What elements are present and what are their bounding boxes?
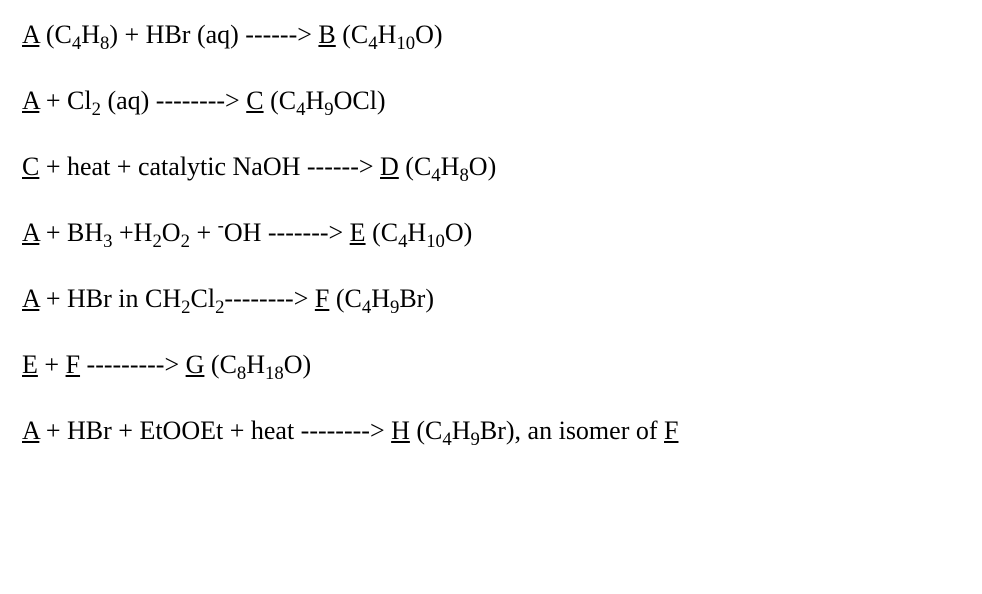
equation-6-part-5: (C — [204, 350, 237, 379]
equation-7: A + HBr + EtOOEt + heat --------> H (C4H… — [22, 416, 960, 446]
equations-list: A (C4H8) + HBr (aq) ------> B (C4H10O)A … — [22, 20, 960, 446]
equation-6-part-2: F — [66, 350, 80, 379]
equation-4-part-7: + — [190, 218, 218, 247]
equation-7-part-5: H — [452, 416, 471, 445]
equation-3-part-0: C — [22, 152, 39, 181]
equation-7-part-1: + HBr + EtOOEt + heat --------> — [39, 416, 391, 445]
equation-1-part-2: 4 — [72, 33, 81, 54]
equation-6-part-8: 18 — [265, 363, 284, 384]
equation-5-part-6: F — [315, 284, 329, 313]
equation-6-part-9: O) — [284, 350, 311, 379]
equation-7-part-8: F — [664, 416, 678, 445]
equation-1-part-6: B — [318, 20, 335, 49]
equation-4-part-9: OH -------> — [224, 218, 350, 247]
equation-7-part-3: (C — [410, 416, 443, 445]
equation-7-part-2: H — [391, 416, 410, 445]
equation-4-part-13: H — [407, 218, 426, 247]
equation-3-part-4: 4 — [431, 165, 440, 186]
equation-1-part-8: 4 — [368, 33, 377, 54]
equation-5-part-9: H — [371, 284, 390, 313]
equation-7-part-7: Br), an isomer of — [480, 416, 664, 445]
equation-6-part-6: 8 — [237, 363, 246, 384]
equation-5-part-11: Br) — [399, 284, 434, 313]
equation-3-part-5: H — [441, 152, 460, 181]
equation-5-part-3: Cl — [190, 284, 215, 313]
equation-1-part-10: 10 — [396, 33, 415, 54]
equation-3: C + heat + catalytic NaOH ------> D (C4H… — [22, 152, 960, 182]
equation-7-part-6: 9 — [471, 429, 480, 450]
equation-7-part-0: A — [22, 416, 39, 445]
equation-3-part-1: + heat + catalytic NaOH ------> — [39, 152, 380, 181]
equation-3-part-2: D — [380, 152, 399, 181]
equation-2-part-7: H — [305, 86, 324, 115]
equation-5-part-10: 9 — [390, 297, 399, 318]
equation-4-part-3: +H — [112, 218, 152, 247]
equation-7-part-4: 4 — [442, 429, 451, 450]
equation-5-part-1: + HBr in CH — [39, 284, 181, 313]
equation-1-part-0: A — [22, 20, 39, 49]
equation-4: A + BH3 +H2O2 + -OH -------> E (C4H10O) — [22, 218, 960, 248]
equation-2-part-1: + Cl — [39, 86, 91, 115]
equation-6-part-1: + — [38, 350, 66, 379]
equation-2: A + Cl2 (aq) --------> C (C4H9OCl) — [22, 86, 960, 116]
equation-2-part-8: 9 — [324, 99, 333, 120]
equation-5-part-5: --------> — [224, 284, 314, 313]
equation-5-part-8: 4 — [362, 297, 371, 318]
equation-6-part-3: ---------> — [80, 350, 186, 379]
equation-1-part-5: ) + HBr (aq) ------> — [109, 20, 318, 49]
equation-4-part-11: (C — [366, 218, 399, 247]
equation-4-part-14: 10 — [426, 231, 445, 252]
equation-1-part-4: 8 — [100, 33, 109, 54]
equation-4-part-15: O) — [445, 218, 472, 247]
equation-3-part-3: (C — [399, 152, 432, 181]
equation-6-part-4: G — [186, 350, 205, 379]
equation-1-part-11: O) — [415, 20, 442, 49]
equation-4-part-0: A — [22, 218, 39, 247]
equation-4-part-6: 2 — [181, 231, 190, 252]
equation-5: A + HBr in CH2Cl2--------> F (C4H9Br) — [22, 284, 960, 314]
equation-6-part-0: E — [22, 350, 38, 379]
equation-4-part-4: 2 — [152, 231, 161, 252]
equation-2-part-0: A — [22, 86, 39, 115]
equation-5-part-7: (C — [329, 284, 362, 313]
equation-1-part-3: H — [81, 20, 100, 49]
equation-1-part-1: (C — [39, 20, 72, 49]
equation-2-part-5: (C — [264, 86, 297, 115]
equation-4-part-1: + BH — [39, 218, 103, 247]
equation-1-part-9: H — [378, 20, 397, 49]
equation-4-part-10: E — [350, 218, 366, 247]
equation-1: A (C4H8) + HBr (aq) ------> B (C4H10O) — [22, 20, 960, 50]
equation-2-part-2: 2 — [92, 99, 101, 120]
equation-1-part-7: (C — [336, 20, 369, 49]
equation-4-part-5: O — [162, 218, 181, 247]
equation-2-part-4: C — [246, 86, 263, 115]
equation-6: E + F ---------> G (C8H18O) — [22, 350, 960, 380]
equation-2-part-3: (aq) --------> — [101, 86, 246, 115]
equation-5-part-0: A — [22, 284, 39, 313]
equation-3-part-6: 8 — [459, 165, 468, 186]
equation-3-part-7: O) — [469, 152, 496, 181]
equation-2-part-9: OCl) — [334, 86, 386, 115]
equation-6-part-7: H — [246, 350, 265, 379]
